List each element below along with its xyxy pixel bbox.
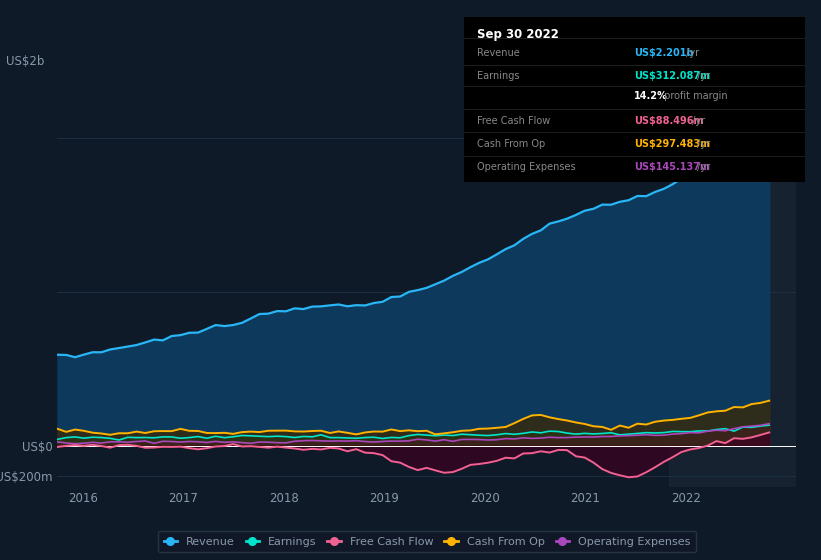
Text: profit margin: profit margin [662, 91, 728, 101]
Legend: Revenue, Earnings, Free Cash Flow, Cash From Op, Operating Expenses: Revenue, Earnings, Free Cash Flow, Cash … [158, 531, 696, 552]
Text: Revenue: Revenue [478, 48, 521, 58]
Text: Earnings: Earnings [478, 71, 520, 81]
Text: US$312.087m: US$312.087m [635, 71, 710, 81]
Text: Cash From Op: Cash From Op [478, 139, 546, 149]
Text: US$88.496m: US$88.496m [635, 116, 704, 126]
Text: Operating Expenses: Operating Expenses [478, 162, 576, 172]
Text: US$2b: US$2b [6, 55, 44, 68]
Text: /yr: /yr [695, 139, 710, 149]
Text: /yr: /yr [689, 116, 705, 126]
Text: US$145.137m: US$145.137m [635, 162, 710, 172]
Text: US$2.201b: US$2.201b [635, 48, 694, 58]
Bar [668, 84, 796, 487]
Text: Free Cash Flow: Free Cash Flow [478, 116, 551, 126]
Text: Sep 30 2022: Sep 30 2022 [478, 29, 559, 41]
Text: /yr: /yr [695, 162, 710, 172]
Text: 14.2%: 14.2% [635, 91, 668, 101]
Text: US$297.483m: US$297.483m [635, 139, 710, 149]
Text: /yr: /yr [695, 71, 710, 81]
Text: /yr: /yr [683, 48, 699, 58]
